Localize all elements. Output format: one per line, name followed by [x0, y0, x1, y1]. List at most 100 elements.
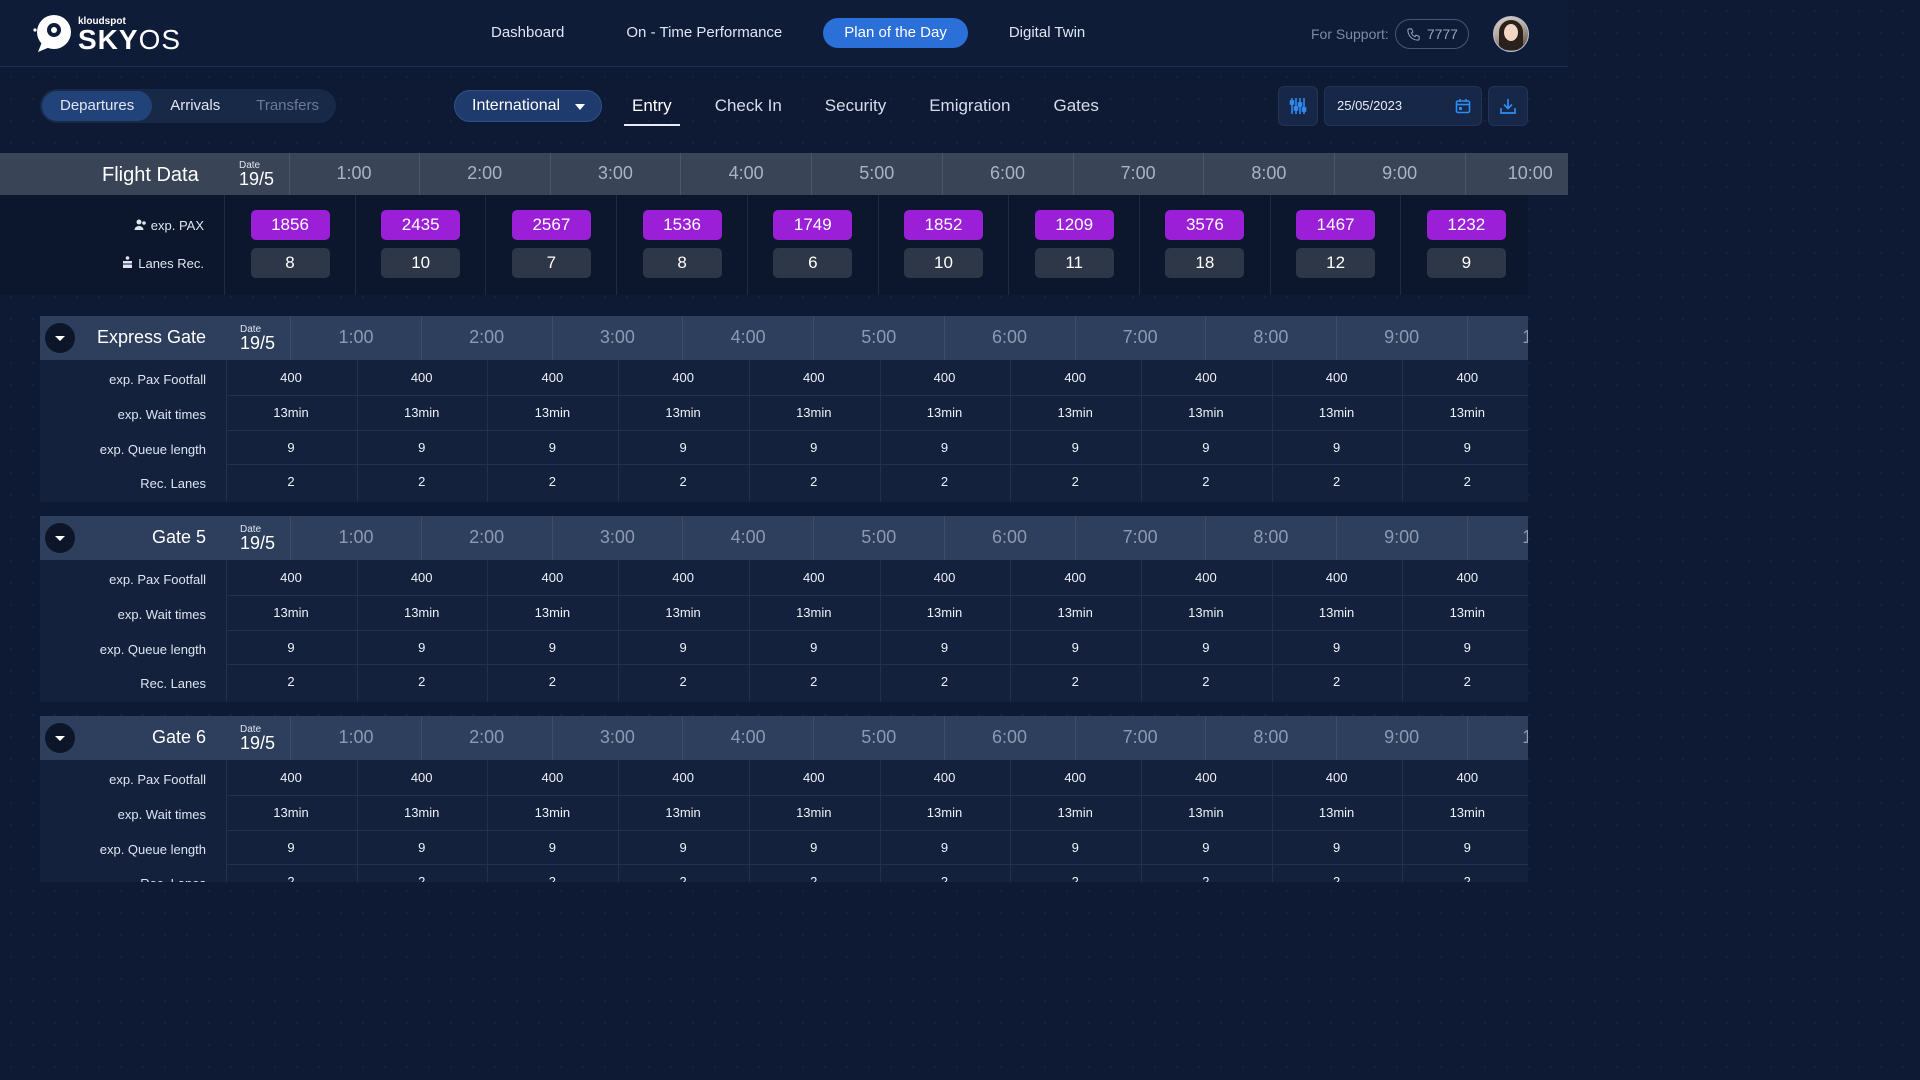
column-separator [618, 360, 620, 502]
gate-date: Date 19/5 [240, 724, 275, 752]
row-separator [226, 664, 1528, 665]
hour-separator [1335, 516, 1337, 560]
metric-value: 2 [548, 674, 556, 689]
metric-value: 13min [1449, 605, 1485, 620]
gate-title: Express Gate [96, 327, 206, 347]
chevron-down-icon [55, 736, 65, 741]
hour-label: 8:00 [1253, 327, 1289, 347]
metric-value: 2 [940, 474, 949, 489]
column-separator [879, 760, 881, 882]
hour-separator [1074, 516, 1076, 560]
nav-on-time-performance[interactable]: On - Time Performance [626, 24, 783, 41]
tab-emigration[interactable]: Emigration [929, 96, 1011, 115]
date-value: 19/5 [239, 169, 275, 189]
hour-label: 2:00 [467, 163, 503, 183]
metric-value: 2 [1332, 674, 1341, 689]
hour-separator [682, 716, 684, 760]
caret-down-icon [575, 104, 585, 110]
column-separator [224, 195, 225, 295]
date-value: 19/5 [240, 333, 276, 353]
hour-label: 1:00 [338, 327, 374, 347]
metric-value: 2 [1463, 474, 1471, 489]
calendar-icon[interactable] [1455, 98, 1471, 114]
tab-arrivals[interactable]: Arrivals [170, 97, 221, 114]
date-value: 19/5 [240, 533, 276, 553]
metric-value: 9 [418, 640, 426, 655]
support-phone-pill[interactable]: 7777 [1394, 19, 1469, 49]
tab-transfers[interactable]: Transfers [256, 97, 320, 114]
column-separator [1140, 360, 1142, 502]
pax-value: 1749 [773, 210, 853, 240]
nav-plan-of-the-day[interactable]: Plan of the Day [823, 18, 968, 48]
tab-check-in[interactable]: Check In [714, 96, 782, 115]
column-separator [487, 760, 489, 882]
lanes-row-label-text: Lanes Rec. [138, 256, 204, 271]
metric-value: 2 [548, 874, 556, 882]
metric-value: 9 [548, 440, 556, 455]
lanes-value: 7 [511, 248, 591, 278]
hour-label: 5:00 [861, 527, 897, 547]
metric-value: 9 [810, 640, 818, 655]
hour-label: 9:00 [1384, 727, 1420, 747]
metric-value: 2 [679, 474, 687, 489]
metric-value: 13min [1318, 605, 1355, 620]
hour-separator [1205, 716, 1207, 760]
column-separator [1271, 360, 1273, 502]
row-separator [226, 464, 1528, 465]
user-avatar[interactable] [1493, 16, 1529, 52]
metric-value: 2 [940, 874, 949, 882]
date-picker[interactable]: 25/05/2023 [1324, 86, 1482, 126]
metric-label: exp. Wait times [117, 407, 206, 422]
metric-value: 400 [933, 770, 956, 785]
lanes-value: 6 [773, 248, 853, 278]
filter-button[interactable] [1278, 86, 1318, 126]
metric-value: 9 [1463, 840, 1471, 855]
hour-label: 3:00 [597, 163, 633, 183]
column-separator [616, 195, 618, 295]
metric-value: 400 [672, 370, 694, 385]
metric-value: 9 [940, 840, 949, 855]
date-label: Date [240, 324, 262, 335]
metric-value: 9 [940, 640, 949, 655]
collapse-button[interactable] [45, 523, 75, 553]
column-separator [1140, 760, 1142, 882]
phone-icon [1407, 27, 1420, 41]
metric-value: 9 [1463, 440, 1471, 455]
hour-separator [1466, 716, 1468, 760]
metric-value: 400 [541, 770, 564, 785]
metric-label: Rec. Lanes [40, 876, 206, 882]
hour-separator [1333, 153, 1335, 195]
metric-value: 13min [1057, 405, 1093, 420]
metric-value: 9 [1071, 440, 1079, 455]
metric-value: 400 [1064, 570, 1087, 585]
nav-digital-twin[interactable]: Digital Twin [1008, 24, 1086, 41]
download-button[interactable] [1488, 86, 1528, 126]
column-separator [1140, 560, 1142, 702]
scope-dropdown[interactable]: International [454, 90, 602, 122]
metric-value: 13min [665, 605, 701, 620]
column-separator [356, 760, 358, 882]
metric-value: 9 [1202, 840, 1210, 855]
metric-value: 13min [403, 605, 440, 620]
hour-label: 6:00 [991, 527, 1028, 547]
metric-value: 9 [418, 840, 426, 855]
column-separator [748, 360, 750, 502]
collapse-button[interactable] [45, 323, 75, 353]
skyos-logo[interactable]: kloudspot SKYOS [32, 10, 182, 56]
collapse-button[interactable] [45, 723, 75, 753]
tab-entry[interactable]: Entry [624, 88, 680, 126]
hour-separator [551, 516, 553, 560]
metric-value: 400 [410, 570, 433, 585]
tab-gates[interactable]: Gates [1053, 96, 1099, 115]
metric-value: 13min [1318, 405, 1355, 420]
lanes-value: 9 [1426, 248, 1506, 278]
tab-departures[interactable]: Departures [42, 91, 153, 121]
hour-label: 8:00 [1253, 527, 1289, 547]
tab-security[interactable]: Security [824, 96, 887, 115]
brand-name-bold: SKY [78, 24, 139, 55]
hour-separator [421, 316, 422, 360]
metric-value: 2 [679, 674, 687, 689]
column-separator [748, 560, 750, 702]
metric-value: 2 [548, 474, 556, 489]
nav-dashboard[interactable]: Dashboard [491, 24, 565, 41]
